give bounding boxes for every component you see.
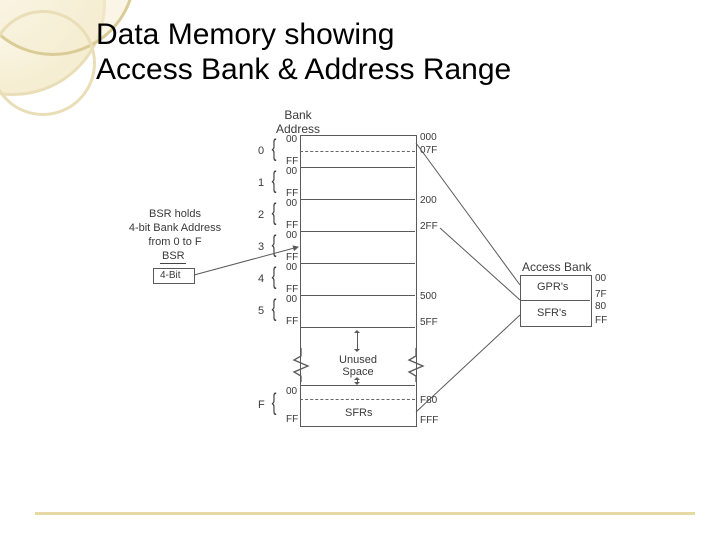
unused-arrow-down: [357, 378, 358, 384]
sfrs-label: SFRs: [345, 407, 373, 419]
access-bank-divider: [520, 300, 590, 301]
l00-4: 00: [286, 262, 297, 273]
l00-2: 00: [286, 198, 297, 209]
row-divider: [300, 295, 415, 296]
bsr-line-3: from 0 to F: [140, 236, 210, 248]
lff-f: FF: [286, 414, 298, 425]
addr-5ff: 5FF: [420, 317, 438, 328]
access-row-gpr: GPR's: [537, 281, 568, 293]
bank-num-0: 0: [258, 145, 264, 157]
bank-num-5: 5: [258, 305, 264, 317]
addr-000: 000: [420, 132, 437, 143]
brace-0: {: [272, 137, 277, 161]
dashed-f80: [300, 399, 415, 400]
bank-num-2: 2: [258, 209, 264, 221]
brace-1: {: [272, 169, 277, 193]
row-divider: [300, 199, 415, 200]
bsr-label: BSR: [162, 250, 185, 262]
l00-f: 00: [286, 386, 297, 397]
access-addr-80: 80: [595, 301, 606, 312]
bank-num-3: 3: [258, 241, 264, 253]
deco-circle-c: [0, 10, 96, 116]
l00-0: 00: [286, 134, 297, 145]
break-right: [404, 348, 428, 382]
footer-rule: [35, 512, 695, 515]
brace-f: {: [272, 391, 277, 415]
access-addr-00: 00: [595, 273, 606, 284]
l00-5: 00: [286, 294, 297, 305]
bsr-4bit-label: 4-Bit: [160, 270, 181, 281]
lff-5: FF: [286, 316, 298, 327]
access-addr-ff: FF: [595, 315, 607, 326]
addr-2ff: 2FF: [420, 221, 438, 232]
bank-num-1: 1: [258, 177, 264, 189]
bsr-line-1: BSR holds: [145, 208, 205, 220]
slide-title: Data Memory showing Access Bank & Addres…: [96, 18, 700, 87]
access-row-sfr: SFR's: [537, 307, 567, 319]
bank-num-4: 4: [258, 273, 264, 285]
brace-4: {: [272, 265, 277, 289]
diagram: Bank Address Unused Space SFRs 0 { 1 { 2…: [90, 110, 650, 510]
access-bank-header: Access Bank: [522, 260, 591, 274]
access-addr-7f: 7F: [595, 289, 607, 300]
l00-3: 00: [286, 230, 297, 241]
addr-07f: 07F: [420, 145, 437, 156]
row-divider: [300, 263, 415, 264]
bank-num-f: F: [258, 399, 265, 411]
bsr-underline: [160, 263, 186, 264]
break-left: [289, 348, 313, 382]
bank-address-header: Bank Address: [273, 108, 323, 136]
unused-arrow-up: [357, 331, 358, 351]
row-divider: [300, 231, 415, 232]
brace-3: {: [272, 233, 277, 257]
title-line-1: Data Memory showing: [96, 18, 394, 51]
addr-500: 500: [420, 291, 437, 302]
addr-fff: FFF: [420, 415, 438, 426]
l00-1: 00: [286, 166, 297, 177]
addr-f80: F80: [420, 395, 437, 406]
title-line-2: Access Bank & Address Range: [96, 53, 511, 86]
addr-200: 200: [420, 195, 437, 206]
row-divider: [300, 167, 415, 168]
brace-5: {: [272, 297, 277, 321]
brace-2: {: [272, 201, 277, 225]
dashed-07f: [300, 151, 415, 152]
bsr-line-2: 4-bit Bank Address: [125, 222, 225, 234]
